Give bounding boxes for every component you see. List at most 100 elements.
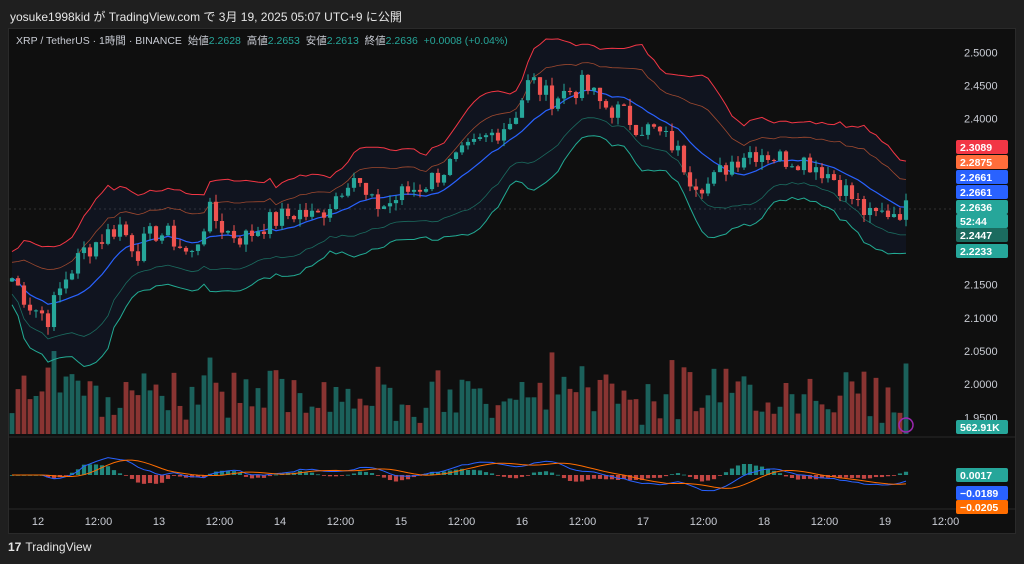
macd-histogram-bar bbox=[711, 475, 717, 480]
time-tick-label: 12:00 bbox=[85, 516, 113, 528]
price-tick-label: 2.5000 bbox=[964, 47, 998, 59]
macd-histogram-bar bbox=[789, 475, 795, 478]
volume-bar bbox=[273, 370, 279, 434]
candle-body bbox=[285, 208, 291, 217]
volume-bar bbox=[159, 395, 165, 434]
price-badge-label: 52:44 bbox=[960, 216, 987, 228]
candle-body bbox=[903, 200, 909, 220]
macd-histogram-bar bbox=[801, 475, 807, 480]
macd-histogram-bar bbox=[159, 475, 165, 483]
volume-bar bbox=[465, 381, 471, 434]
volume-bar bbox=[447, 389, 453, 434]
volume-bar bbox=[69, 374, 75, 434]
macd-histogram-bar bbox=[45, 475, 51, 478]
volume-bar bbox=[201, 375, 207, 434]
candle-body bbox=[21, 285, 27, 305]
price-badge bbox=[956, 244, 1008, 258]
volume-bar bbox=[645, 384, 651, 434]
candle-body bbox=[543, 85, 549, 95]
macd-histogram-bar bbox=[357, 471, 363, 475]
macd-histogram-bar bbox=[543, 471, 549, 475]
macd-histogram-bar bbox=[537, 471, 543, 475]
macd-histogram-bar bbox=[717, 475, 723, 476]
volume-bar bbox=[87, 381, 93, 434]
volume-bar bbox=[249, 406, 255, 434]
symbol-legend: XRP / TetherUS · 1時間 · BINANCE 始値2.2628 … bbox=[16, 33, 508, 48]
macd-histogram-bar bbox=[837, 475, 843, 479]
macd-histogram-bar bbox=[375, 475, 381, 476]
candle-body bbox=[603, 101, 609, 108]
candle-body bbox=[555, 98, 561, 109]
price-tick-label: 2.0000 bbox=[964, 379, 998, 391]
candle-body bbox=[597, 87, 603, 102]
candle-body bbox=[477, 137, 483, 139]
candle-body bbox=[429, 172, 435, 190]
macd-histogram-bar bbox=[495, 475, 501, 476]
macd-histogram-bar bbox=[693, 475, 699, 480]
volume-bar bbox=[705, 395, 711, 434]
volume-bar bbox=[633, 399, 639, 434]
candle-body bbox=[147, 226, 153, 234]
candle-body bbox=[129, 235, 135, 252]
price-tick-label: 2.1500 bbox=[964, 280, 998, 292]
macd-histogram-bar bbox=[177, 475, 183, 477]
close-label: 終値 bbox=[364, 35, 386, 47]
volume-bar bbox=[777, 406, 783, 434]
price-badge bbox=[956, 185, 1008, 199]
macd-histogram-bar bbox=[483, 472, 489, 475]
macd-histogram-bar bbox=[669, 474, 675, 476]
candle-body bbox=[561, 90, 567, 99]
candle-body bbox=[447, 158, 453, 175]
macd-histogram-bar bbox=[393, 475, 399, 482]
price-badge-label: 2.2636 bbox=[960, 202, 992, 214]
volume-bar bbox=[171, 372, 177, 434]
macd-histogram-bar bbox=[681, 474, 687, 476]
chart-panel[interactable]: 2.5000 2.4500 2.4000 2.1500 2.1000 2.0500 2.00… bbox=[8, 28, 1016, 534]
volume-bar bbox=[81, 395, 87, 434]
macd-histogram-bar bbox=[111, 470, 117, 475]
candle-body bbox=[351, 178, 357, 188]
macd-histogram-bar bbox=[627, 475, 633, 481]
macd-histogram-bar bbox=[81, 464, 87, 475]
volume-bar bbox=[741, 376, 747, 434]
volume-bar bbox=[237, 402, 243, 434]
candle-body bbox=[135, 251, 141, 261]
volume-bar bbox=[453, 412, 459, 434]
price-tick-label: 2.4500 bbox=[964, 80, 998, 92]
volume-bar bbox=[543, 409, 549, 434]
volume-bar bbox=[183, 419, 189, 434]
macd-histogram-bar bbox=[441, 471, 447, 475]
volume-bar bbox=[189, 386, 195, 434]
volume-bar bbox=[477, 388, 483, 434]
candle-body bbox=[231, 230, 237, 239]
volume-bar bbox=[819, 404, 825, 434]
volume-bar bbox=[117, 407, 123, 434]
candle-body bbox=[549, 85, 555, 109]
macd-histogram-bar bbox=[303, 472, 309, 475]
volume-bar bbox=[885, 387, 891, 434]
candle-body bbox=[399, 186, 405, 201]
volume-bar bbox=[243, 379, 249, 434]
candle-body bbox=[207, 201, 213, 232]
macd-histogram-bar bbox=[273, 474, 279, 476]
macd-histogram-bar bbox=[123, 475, 129, 476]
chart-canvas[interactable]: 2.5000 2.4500 2.4000 2.1500 2.1000 2.0500 2.00… bbox=[9, 29, 1015, 533]
volume-bar bbox=[711, 368, 717, 434]
macd-histogram-bar bbox=[261, 475, 267, 478]
macd-histogram-bar bbox=[759, 466, 765, 475]
candle-body bbox=[711, 172, 717, 184]
macd-histogram-bar bbox=[867, 475, 873, 479]
candle-body bbox=[123, 224, 129, 236]
macd-histogram-bar bbox=[171, 475, 177, 476]
price-badge-label: 2.3089 bbox=[960, 142, 992, 154]
candle-body bbox=[393, 200, 399, 204]
volume-bar bbox=[129, 390, 135, 434]
volume-bar bbox=[99, 416, 105, 434]
tradingview-footer[interactable]: 17 TradingView bbox=[8, 540, 91, 554]
candle-body bbox=[729, 161, 735, 175]
volume-bar bbox=[675, 419, 681, 434]
volume-bar bbox=[51, 351, 57, 434]
candle-body bbox=[681, 145, 687, 173]
candle-body bbox=[417, 189, 423, 192]
macd-histogram-bar bbox=[735, 465, 741, 475]
